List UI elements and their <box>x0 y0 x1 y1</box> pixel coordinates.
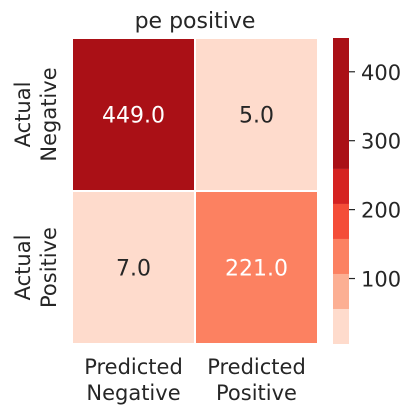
heatmap-cell-r1-c1 <box>194 190 319 345</box>
column-label-0-line-1: Negative <box>86 381 180 405</box>
colorbar-bin-3 <box>333 203 349 239</box>
heatmap-cell-r0-c0 <box>71 37 196 192</box>
column-label-1-line-0: Predicted <box>207 355 306 379</box>
colorbar-bin-2 <box>333 238 349 274</box>
row-label-1-line-0: Actual <box>11 235 35 301</box>
column-label-1-line-1: Positive <box>216 381 297 405</box>
colorbar-bin-4 <box>333 168 349 204</box>
cell-value-label-r0-c1: 5.0 <box>239 104 274 129</box>
colorbar-bin-0 <box>333 308 349 344</box>
colorbar-tick-label-1: 200 <box>361 199 401 223</box>
row-label-1-line-1: Positive <box>37 227 61 308</box>
cell-value-label-r0-c0: 449.0 <box>102 104 165 129</box>
row-label-0-line-0: Actual <box>11 82 35 148</box>
colorbar: 100 200 300 400 <box>333 38 401 344</box>
colorbar-tick-label-2: 300 <box>361 130 401 154</box>
cell-value-label-r1-c0: 7.0 <box>116 257 151 282</box>
heatmap-cell-r0-c1 <box>194 37 319 192</box>
row-label-0-line-1: Negative <box>37 67 61 161</box>
chart-title: pe positive <box>135 9 256 34</box>
heatmap-cell-r1-c0 <box>71 190 196 345</box>
cell-value-label-r1-c1: 221.0 <box>225 257 288 282</box>
colorbar-tick-label-3: 400 <box>361 61 401 85</box>
colorbar-tick-label-0: 100 <box>361 268 401 292</box>
column-label-0-line-0: Predicted <box>84 355 183 379</box>
row-label-0: Actual Negative <box>11 67 61 161</box>
row-label-1: Actual Positive <box>11 227 61 308</box>
colorbar-bin-1 <box>333 273 349 309</box>
colorbar-bin-5 <box>333 38 349 169</box>
